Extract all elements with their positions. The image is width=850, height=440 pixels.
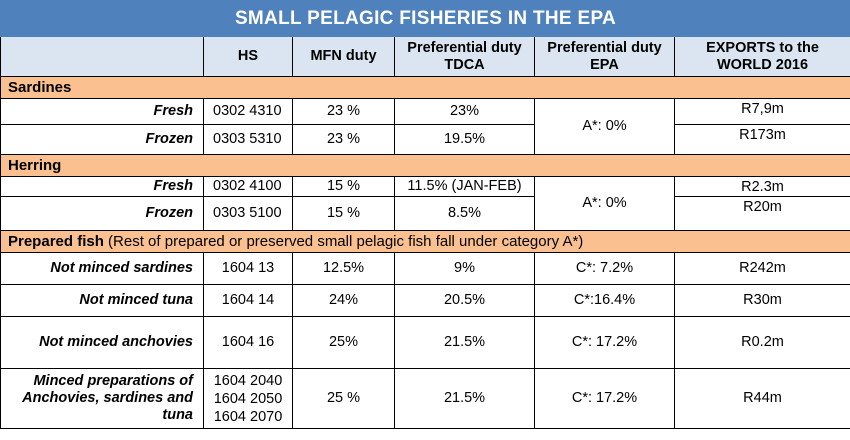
hs-code-list: 1604 2040 1604 2050 1604 2070 [203,368,293,429]
table-row: Fresh 0302 4100 15 % 11.5% (JAN-FEB) A*:… [0,176,850,231]
exports-value: R173m [674,124,850,155]
exports-value: R7,9m [674,98,850,125]
table-row: Minced preparations of Anchovies, sardin… [0,368,850,429]
row-label: Frozen [0,124,204,155]
mfn-duty: 25 % [292,368,395,429]
tdca-duty: 11.5% (JAN-FEB) [394,176,535,197]
table-row: Not minced sardines 1604 13 12.5% 9% C*:… [0,252,850,285]
section-prepared: Prepared fish (Rest of prepared or prese… [0,230,850,253]
mfn-duty: 23 % [292,98,395,125]
table-row: Not minced anchovies 1604 16 25% 21.5% C… [0,316,850,369]
exports-value: R30m [674,284,850,317]
hs-code: 1604 2070 [213,408,283,425]
epa-duty: C*: 7.2% [534,252,675,285]
row-label: Frozen [0,196,204,231]
section-prepared-title: Prepared fish [8,233,104,250]
pelagic-fisheries-table: SMALL PELAGIC FISHERIES IN THE EPA HS MF… [0,0,850,429]
tdca-duty: 9% [394,252,535,285]
tdca-duty: 19.5% [394,124,535,155]
mfn-duty: 24% [292,284,395,317]
row-label-minced: Minced preparations of Anchovies, sardin… [0,368,204,429]
epa-duty: C*:16.4% [534,284,675,317]
mfn-duty: 15 % [292,176,395,197]
row-label: Fresh [0,98,204,125]
section-herring: Herring [0,154,850,177]
label-line: Minced preparations of [33,373,193,389]
epa-duty: A*: 0% [534,176,675,231]
label-line: tuna [162,407,193,423]
hs-code: 1604 16 [203,316,293,369]
epa-duty: A*: 0% [534,98,675,155]
table-row: Not minced tuna 1604 14 24% 20.5% C*:16.… [0,284,850,317]
hs-code: 1604 13 [203,252,293,285]
hs-code: 0303 5310 [203,124,293,155]
hs-code: 1604 14 [203,284,293,317]
header-tdca: Preferential duty TDCA [394,36,535,77]
exports-value: R44m [674,368,850,429]
row-label: Not minced tuna [0,284,204,317]
header-empty [0,36,204,77]
tdca-duty: 21.5% [394,368,535,429]
exports-value: R2.3m [674,176,850,197]
tdca-duty: 21.5% [394,316,535,369]
table-title: SMALL PELAGIC FISHERIES IN THE EPA [0,0,850,37]
exports-value: R242m [674,252,850,285]
tdca-duty: 20.5% [394,284,535,317]
label-line: Anchovies, sardines and [22,390,193,406]
tdca-duty: 23% [394,98,535,125]
section-prepared-note: (Rest of prepared or preserved small pel… [108,233,584,250]
section-sardines: Sardines [0,76,850,99]
header-epa: Preferential duty EPA [534,36,675,77]
hs-code: 0302 4100 [203,176,293,197]
hs-code: 1604 2050 [213,390,283,407]
header-exports: EXPORTS to the WORLD 2016 [674,36,850,77]
exports-value: R0.2m [674,316,850,369]
mfn-duty: 12.5% [292,252,395,285]
mfn-duty: 25% [292,316,395,369]
table-row: Frozen 0303 5100 15 % 8.5% R20m [0,196,850,231]
hs-code: 0303 5100 [203,196,293,231]
header-mfn: MFN duty [292,36,395,77]
table-row: Frozen 0303 5310 23 % 19.5% R173m [0,124,850,155]
exports-value: R20m [674,196,850,231]
tdca-duty: 8.5% [394,196,535,231]
header-hs: HS [203,36,293,77]
row-label: Not minced sardines [0,252,204,285]
mfn-duty: 23 % [292,124,395,155]
mfn-duty: 15 % [292,196,395,231]
hs-code: 1604 2040 [213,372,283,389]
row-label: Fresh [0,176,204,197]
row-label: Not minced anchovies [0,316,204,369]
epa-duty: C*: 17.2% [534,316,675,369]
table-row: Fresh 0302 4310 23 % 23% A*: 0% R7,9m [0,98,850,155]
epa-duty: C*: 17.2% [534,368,675,429]
hs-code: 0302 4310 [203,98,293,125]
